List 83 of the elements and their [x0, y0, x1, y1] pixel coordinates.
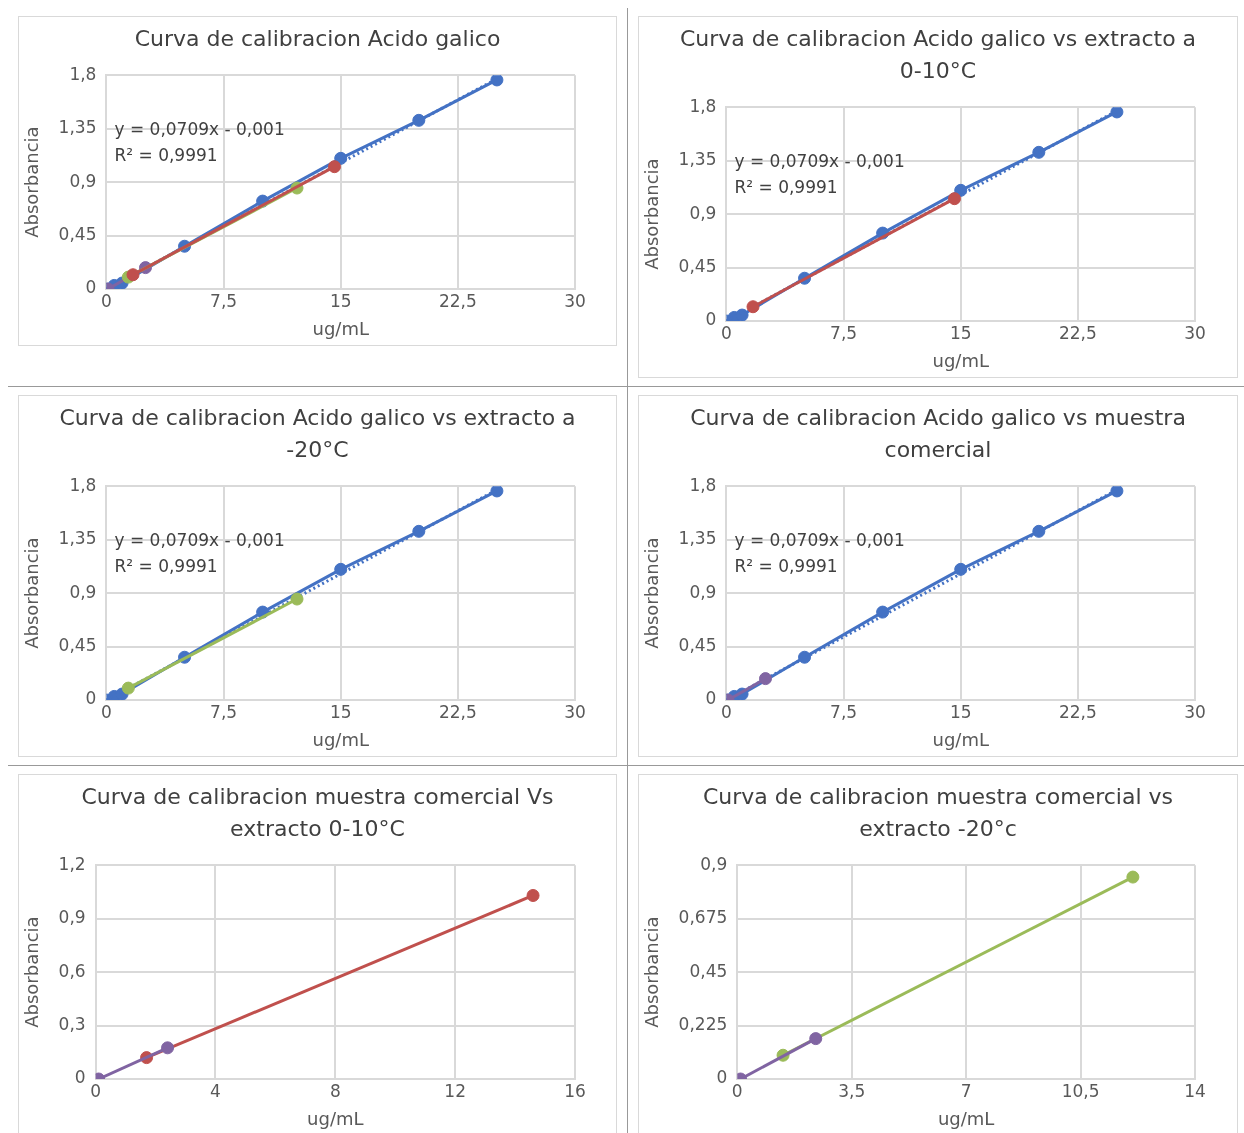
- x-tick-label: 7,5: [830, 701, 858, 722]
- chart-title: Curva de calibracion Acido galico vs muestra comercial: [689, 404, 1187, 464]
- chart-title: Curva de calibracion Acido galico: [133, 25, 502, 53]
- x-axis-title: ug/mL: [312, 317, 369, 339]
- annotation: R² = 0,9991: [734, 556, 838, 577]
- x-tick-label: 30: [564, 290, 586, 311]
- x-tick-label: 12: [444, 1080, 466, 1101]
- y-tick-label: 1,8: [69, 474, 97, 495]
- chart-title: Curva de calibracion muestra comercial Vs extracto 0-10°C: [80, 783, 555, 843]
- x-tick-label: 30: [1184, 322, 1206, 343]
- y-tick-label: 1,35: [58, 117, 97, 138]
- y-axis-title: Absorbancia: [21, 537, 43, 649]
- x-tick-label: 7,5: [210, 701, 238, 722]
- chart-title: Curva de calibracion Acido galico vs extracto a -20°C: [58, 404, 577, 464]
- y-tick-label: 0: [74, 1067, 86, 1088]
- x-tick-label: 22,5: [1058, 322, 1097, 343]
- x-tick-label: 15: [949, 322, 972, 343]
- y-tick-label: 1,35: [678, 528, 717, 549]
- y-axis-title: Absorbancia: [641, 916, 663, 1028]
- x-tick-label: 15: [949, 701, 972, 722]
- y-tick-label: 1,8: [689, 95, 717, 116]
- y-tick-label: 0,9: [69, 170, 97, 191]
- y-tick-label: 1,8: [689, 474, 717, 495]
- annotation: y = 0,0709x - 0,001: [114, 119, 285, 140]
- y-tick-label: 0,45: [689, 960, 728, 981]
- y-tick-label: 0,3: [58, 1013, 86, 1034]
- y-tick-label: 0,45: [678, 634, 717, 655]
- x-tick-label: 10,5: [1061, 1080, 1100, 1101]
- x-tick-label: 14: [1184, 1080, 1206, 1101]
- y-tick-label: 0: [85, 688, 97, 709]
- x-axis-title: ug/mL: [307, 1107, 364, 1129]
- y-tick-label: 0,9: [69, 581, 97, 602]
- y-axis-title: Absorbancia: [641, 537, 663, 649]
- annotation: y = 0,0709x - 0,001: [734, 151, 905, 172]
- x-axis-title: ug/mL: [312, 728, 369, 750]
- x-tick-label: 22,5: [438, 701, 477, 722]
- y-tick-label: 0,9: [689, 202, 717, 223]
- x-tick-label: 7: [960, 1080, 972, 1101]
- x-tick-label: 15: [329, 701, 352, 722]
- y-tick-label: 1,35: [58, 528, 97, 549]
- x-tick-label: 0: [731, 1080, 743, 1101]
- x-tick-label: 7,5: [210, 290, 238, 311]
- y-tick-label: 0,45: [58, 223, 97, 244]
- x-tick-label: 15: [329, 290, 352, 311]
- annotation: y = 0,0709x - 0,001: [114, 530, 285, 551]
- y-tick-label: 0: [705, 688, 717, 709]
- x-tick-label: 0: [101, 701, 112, 722]
- y-tick-label: 1,35: [678, 149, 717, 170]
- x-tick-label: 30: [1184, 701, 1206, 722]
- y-tick-label: 0,9: [58, 907, 86, 928]
- y-tick-label: 1,8: [69, 63, 97, 84]
- x-axis-title: ug/mL: [932, 728, 989, 750]
- annotation: y = 0,0709x - 0,001: [734, 530, 905, 551]
- annotation: R² = 0,9991: [114, 556, 218, 577]
- x-tick-label: 22,5: [1058, 701, 1097, 722]
- annotation: R² = 0,9991: [114, 145, 218, 166]
- y-tick-label: 0,675: [678, 907, 728, 928]
- y-axis-title: Absorbancia: [21, 916, 43, 1028]
- y-tick-label: 0,9: [689, 581, 717, 602]
- x-tick-label: 0: [101, 290, 112, 311]
- y-axis-title: Absorbancia: [641, 158, 663, 270]
- y-tick-label: 0: [716, 1067, 728, 1088]
- x-tick-label: 7,5: [830, 322, 858, 343]
- annotation: R² = 0,9991: [734, 177, 838, 198]
- x-tick-label: 16: [564, 1080, 586, 1101]
- y-tick-label: 0,225: [678, 1013, 728, 1034]
- y-tick-label: 0,9: [700, 853, 728, 874]
- x-tick-label: 30: [564, 701, 586, 722]
- y-tick-label: 0: [705, 309, 717, 330]
- x-axis-title: ug/mL: [932, 349, 989, 371]
- y-tick-label: 0: [85, 277, 97, 298]
- x-tick-label: 3,5: [838, 1080, 866, 1101]
- chart-title: Curva de calibracion Acido galico vs extracto a 0-10°C: [678, 25, 1198, 85]
- y-tick-label: 0,45: [58, 634, 97, 655]
- x-tick-label: 4: [210, 1080, 221, 1101]
- x-axis-title: ug/mL: [937, 1107, 995, 1129]
- y-axis-title: Absorbancia: [21, 126, 43, 238]
- y-tick-label: 0,45: [678, 255, 717, 276]
- y-tick-label: 0,6: [58, 960, 86, 981]
- y-tick-label: 1,2: [58, 853, 86, 874]
- x-tick-label: 8: [329, 1080, 341, 1101]
- x-tick-label: 22,5: [438, 290, 477, 311]
- chart-title: Curva de calibracion muestra comercial vs extracto -20°c: [701, 783, 1175, 843]
